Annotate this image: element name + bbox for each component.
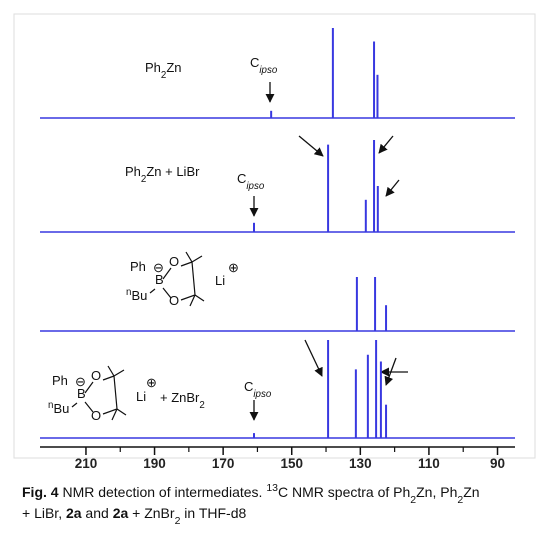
text-run: n (126, 287, 131, 298)
text-run: 2 (175, 515, 181, 527)
annotation: O (91, 368, 101, 383)
annotation: nBu (48, 400, 69, 417)
annotation: Cipso (244, 379, 272, 400)
caption-line: + LiBr, 2a and 2a + ZnBr2 in THF-d8 (22, 505, 246, 527)
text-run: + ZnBr (128, 505, 175, 521)
annotation: B (155, 272, 164, 287)
text-run: in THF-d8 (180, 505, 246, 521)
arrows (249, 82, 408, 421)
text-run: and (82, 505, 113, 521)
text-run: C NMR spectra of Ph (278, 484, 410, 500)
x-tick-label: 210 (75, 456, 98, 471)
annotation: Cipso (237, 171, 265, 192)
text-run: 2a (66, 505, 82, 521)
text-run: C (237, 171, 246, 186)
annotation: Li (136, 389, 146, 404)
annotation: O (169, 254, 179, 269)
text-run: Zn + LiBr (146, 164, 200, 179)
text-run: ⊕ (228, 260, 239, 275)
text-run: ⊖ (75, 374, 86, 389)
text-run: + LiBr, (22, 505, 66, 521)
text-run: Ph (52, 373, 68, 388)
text-run: ipso (253, 389, 271, 400)
structures (71, 251, 205, 421)
annotation: Ph (130, 259, 146, 274)
text-run: 2 (141, 174, 146, 185)
text-run: C (250, 55, 259, 70)
annotation: B (77, 386, 86, 401)
x-tick-label: 90 (490, 456, 505, 471)
x-tick-label: 150 (280, 456, 303, 471)
annotation: Li (215, 273, 225, 288)
text-run: Ph (125, 164, 141, 179)
text-run: O (169, 254, 179, 269)
text-run: 2 (457, 494, 463, 506)
annotation: ⊖ (153, 260, 164, 275)
text-run: C (244, 379, 253, 394)
text-run: Zn (166, 60, 181, 75)
text-run: O (169, 293, 179, 308)
text-run: O (91, 368, 101, 383)
text-run: 2 (161, 70, 166, 81)
text-run: Zn, Ph (416, 484, 457, 500)
text-run: ⊖ (153, 260, 164, 275)
text-run: 2 (199, 400, 204, 411)
text-run: B (77, 386, 86, 401)
text-run: Bu (131, 288, 147, 303)
frame (13, 13, 536, 459)
text-run: Li (136, 389, 146, 404)
x-tick-label: 190 (143, 456, 166, 471)
x-tick-label: 130 (349, 456, 372, 471)
text-run: Ph (130, 259, 146, 274)
x-tick-label: 170 (212, 456, 235, 471)
annotation: O (91, 408, 101, 423)
annotation: ⊕ (228, 260, 239, 275)
text-run: Ph (145, 60, 161, 75)
text-run: 2 (410, 494, 416, 506)
text-run: Bu (53, 401, 69, 416)
text-run: ⊕ (146, 375, 157, 390)
annotation: ⊕ (146, 375, 157, 390)
annotation: Cipso (250, 55, 278, 76)
text-run: + ZnBr (160, 390, 200, 405)
annotation: Ph2Zn (145, 60, 182, 81)
annotation: + ZnBr2 (160, 390, 205, 411)
annotation: ⊖ (75, 374, 86, 389)
text-run: O (91, 408, 101, 423)
x-tick-label: 110 (418, 456, 440, 471)
text-run: 13 (266, 482, 278, 494)
annotation: Ph2Zn + LiBr (125, 164, 200, 185)
text-run: Fig. 4 (22, 484, 59, 500)
text-run: 2a (113, 505, 129, 521)
annotation: nBu (126, 287, 147, 304)
text-run: ipso (246, 181, 264, 192)
text-run: n (48, 400, 53, 411)
caption-line: Fig. 4 NMR detection of intermediates. 1… (22, 482, 480, 506)
text-run: Zn (463, 484, 479, 500)
text-run: Li (215, 273, 225, 288)
text-run: B (155, 272, 164, 287)
annotation: O (169, 293, 179, 308)
annotation: Ph (52, 373, 68, 388)
text-run: ipso (259, 65, 277, 76)
text-run: NMR detection of intermediates. (59, 484, 267, 500)
